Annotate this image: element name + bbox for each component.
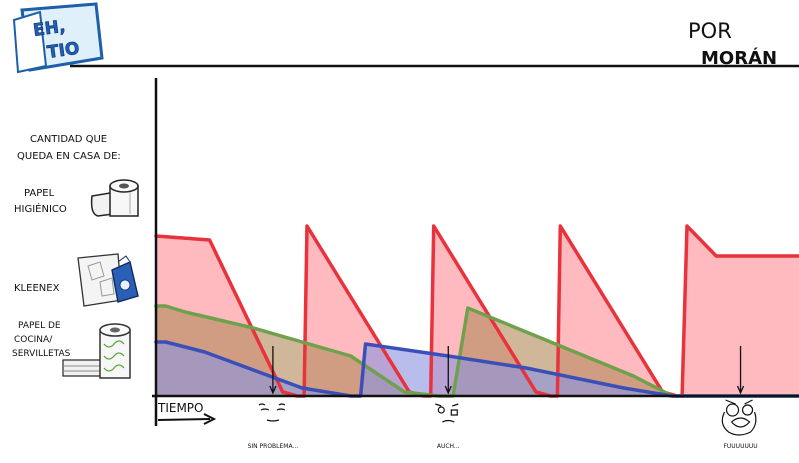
toilet-paper-icon xyxy=(90,179,139,217)
kitchen-roll-icon xyxy=(62,323,131,379)
annotations: SIN PROBLEMA... AUCH... FUUUUUUU xyxy=(248,346,758,450)
annotation-arrow xyxy=(269,346,277,395)
annotation-text: AUCH... xyxy=(437,443,460,450)
kitchen-label-line-3: SERVILLETAS xyxy=(12,349,71,359)
kitchen-label-line-1: PAPEL DE xyxy=(18,321,61,331)
annotation-1: AUCH... xyxy=(435,346,460,450)
series-line-2 xyxy=(154,340,799,398)
annotation-0: SIN PROBLEMA... xyxy=(248,346,299,450)
annotation-text: FUUUUUUU xyxy=(723,443,757,450)
calm-face-icon xyxy=(258,403,286,422)
annotation-arrow xyxy=(444,346,452,395)
annotation-2: FUUUUUUU xyxy=(721,346,758,450)
paper-label-line-1: PAPEL xyxy=(24,188,55,199)
annotation-arrow xyxy=(736,346,745,395)
author-prefix: POR xyxy=(688,19,732,43)
logo-text-top: EH, xyxy=(32,17,67,41)
rage-face-icon xyxy=(721,399,757,436)
kleenex-label: KLEENEX xyxy=(14,283,60,294)
question-line-2: QUEDA EN CASA DE: xyxy=(17,151,121,162)
eh-tio-logo: EH, TIO xyxy=(12,2,104,74)
logo-text-bottom: TIO xyxy=(46,39,81,63)
series-area-2 xyxy=(156,342,799,396)
x-axis-label: TIEMPO xyxy=(157,401,204,415)
time-arrow-icon xyxy=(157,413,217,425)
kitchen-label-line-2: COCINA/ xyxy=(14,335,53,345)
worried-face-icon xyxy=(435,403,459,423)
question-line-1: CANTIDAD QUE xyxy=(30,134,107,145)
series-area-1 xyxy=(156,306,799,396)
author-name: MORÁN xyxy=(701,47,777,69)
tissue-box-icon xyxy=(77,253,139,307)
paper-label-line-2: HIGIÉNICO xyxy=(14,202,67,215)
annotation-text: SIN PROBLEMA... xyxy=(248,443,299,450)
